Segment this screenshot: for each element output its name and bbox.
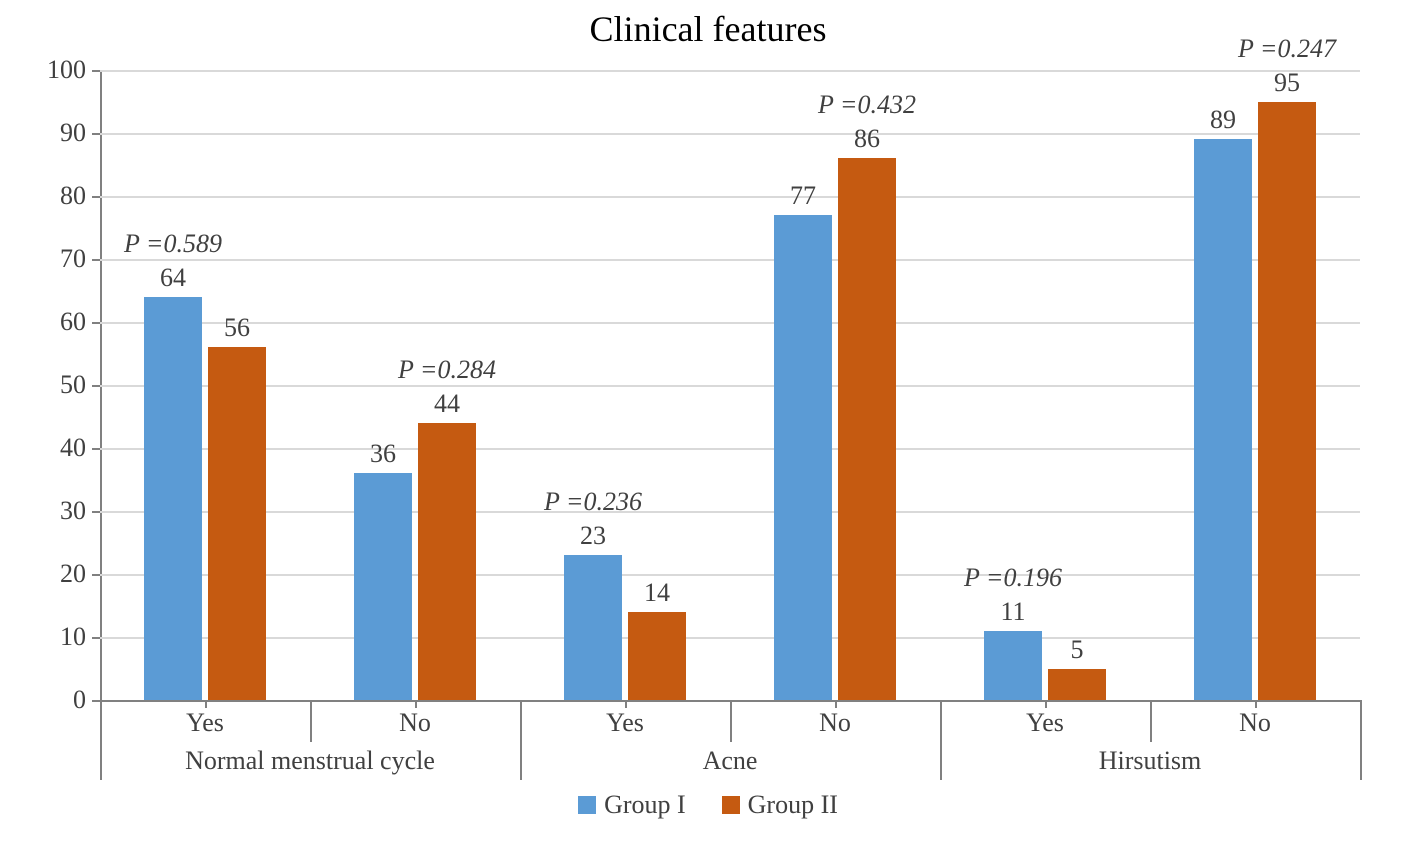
bar: 56 [208, 347, 266, 700]
legend-item: Group II [722, 790, 838, 820]
y-tick-label: 70 [60, 244, 86, 274]
x-sub-label: No [819, 708, 851, 738]
bar-value-label: 5 [1071, 635, 1084, 665]
legend-swatch [578, 796, 596, 814]
x-group-divider [100, 700, 102, 780]
x-group-label: Hirsutism [1099, 746, 1202, 776]
bar: 95 [1258, 102, 1316, 701]
bar: 11 [984, 631, 1042, 700]
y-tick-label: 60 [60, 307, 86, 337]
bar-value-label: 11 [1000, 597, 1025, 627]
y-tick-mark [92, 637, 100, 639]
x-sub-tick [1045, 700, 1047, 708]
plot-area: 0102030405060708090100Normal menstrual c… [100, 70, 1360, 702]
x-subgroup-divider [1150, 700, 1152, 742]
x-sub-tick [205, 700, 207, 708]
bar: 64 [144, 297, 202, 700]
x-subgroup-divider [310, 700, 312, 742]
bar-value-label: 64 [160, 263, 186, 293]
y-tick-label: 40 [60, 433, 86, 463]
clinical-features-chart: Clinical features 0102030405060708090100… [0, 0, 1416, 862]
x-sub-label: No [1239, 708, 1271, 738]
legend: Group I Group II [0, 790, 1416, 821]
chart-pair: No7786P =0.432 [730, 70, 940, 700]
bar-value-label: 14 [644, 578, 670, 608]
bar-value-label: 89 [1210, 105, 1236, 135]
y-tick-mark [92, 700, 100, 702]
bar: 23 [564, 555, 622, 700]
y-tick-mark [92, 574, 100, 576]
chart-group: AcneYes2314P =0.236No7786P =0.432 [520, 70, 940, 700]
x-group-divider [1360, 700, 1362, 780]
chart-pair: No8995P =0.247 [1150, 70, 1360, 700]
y-tick-mark [92, 322, 100, 324]
bar: 36 [354, 473, 412, 700]
x-sub-label: No [399, 708, 431, 738]
y-tick-label: 0 [73, 685, 86, 715]
y-tick-label: 10 [60, 622, 86, 652]
bar: 44 [418, 423, 476, 700]
chart-group: Normal menstrual cycleYes6456P =0.589No3… [100, 70, 520, 700]
x-sub-tick [625, 700, 627, 708]
legend-label: Group I [604, 790, 686, 820]
p-value-label: P =0.589 [124, 229, 222, 259]
legend-label: Group II [748, 790, 838, 820]
y-tick-mark [92, 448, 100, 450]
chart-pair: Yes2314P =0.236 [520, 70, 730, 700]
chart-pair: No3644P =0.284 [310, 70, 520, 700]
bar: 86 [838, 158, 896, 700]
x-subgroup-divider [730, 700, 732, 742]
y-tick-label: 20 [60, 559, 86, 589]
p-value-label: P =0.236 [544, 487, 642, 517]
p-value-label: P =0.284 [398, 355, 496, 385]
y-tick-mark [92, 133, 100, 135]
y-tick-mark [92, 385, 100, 387]
y-tick-mark [92, 259, 100, 261]
legend-swatch [722, 796, 740, 814]
x-group-label: Acne [703, 746, 758, 776]
p-value-label: P =0.432 [818, 90, 916, 120]
y-tick-mark [92, 70, 100, 72]
x-sub-label: Yes [1026, 708, 1064, 738]
x-sub-label: Yes [606, 708, 644, 738]
x-sub-tick [415, 700, 417, 708]
bar-value-label: 44 [434, 389, 460, 419]
x-sub-tick [1255, 700, 1257, 708]
bar-value-label: 56 [224, 313, 250, 343]
chart-group: HirsutismYes115P =0.196No8995P =0.247 [940, 70, 1360, 700]
x-group-divider [520, 700, 522, 780]
bar-value-label: 95 [1274, 68, 1300, 98]
p-value-label: P =0.247 [1238, 34, 1336, 64]
chart-pair: Yes6456P =0.589 [100, 70, 310, 700]
y-tick-label: 80 [60, 181, 86, 211]
x-sub-tick [835, 700, 837, 708]
y-tick-mark [92, 196, 100, 198]
y-tick-mark [92, 511, 100, 513]
bar: 14 [628, 612, 686, 700]
p-value-label: P =0.196 [964, 563, 1062, 593]
chart-title: Clinical features [0, 8, 1416, 50]
x-group-divider [940, 700, 942, 780]
y-tick-label: 50 [60, 370, 86, 400]
bar-value-label: 36 [370, 439, 396, 469]
bar: 77 [774, 215, 832, 700]
legend-item: Group I [578, 790, 686, 820]
chart-pair: Yes115P =0.196 [940, 70, 1150, 700]
x-group-label: Normal menstrual cycle [185, 746, 435, 776]
bar-value-label: 23 [580, 521, 606, 551]
bar-value-label: 86 [854, 124, 880, 154]
y-tick-label: 90 [60, 118, 86, 148]
bar: 89 [1194, 139, 1252, 700]
x-sub-label: Yes [186, 708, 224, 738]
y-tick-label: 30 [60, 496, 86, 526]
bar: 5 [1048, 669, 1106, 701]
y-tick-label: 100 [47, 55, 86, 85]
bar-value-label: 77 [790, 181, 816, 211]
